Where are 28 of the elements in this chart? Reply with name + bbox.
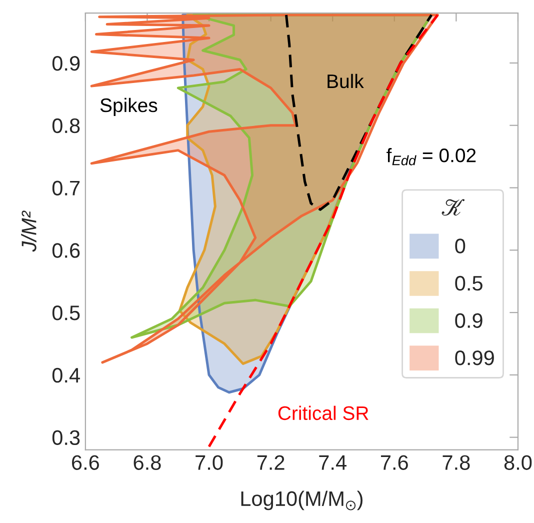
x-tick-label: 7.6 — [380, 455, 408, 470]
x-axis-title: Log10(M/M$_{⊙}$) — [241, 490, 362, 510]
line-series — [285, 14, 433, 211]
y-axis-title: J/M² — [21, 210, 36, 252]
x-tick-label: 6.8 — [134, 455, 161, 470]
legend-label: 0 — [455, 238, 466, 254]
legend-title: 𝒦 — [442, 199, 465, 216]
legend-label: 0.99 — [455, 350, 494, 366]
y-tick-label: 0.7 — [52, 180, 80, 196]
y-tick-label: 0.3 — [52, 430, 80, 446]
x-tick-label: 7.2 — [257, 455, 284, 470]
x-tick-label: 8.0 — [504, 455, 532, 470]
annotation: Critical SR — [278, 406, 368, 420]
x-tick-label: 7.0 — [196, 455, 223, 470]
annotation: Spikes — [100, 98, 158, 116]
line-series — [208, 14, 439, 448]
x-tick-label: 7.8 — [442, 455, 470, 470]
y-tick-label: 0.9 — [52, 56, 80, 71]
y-tick-label: 0.4 — [52, 368, 80, 383]
y-tick-label: 0.5 — [52, 306, 80, 320]
x-tick-label: 6.6 — [72, 455, 100, 470]
legend-label: 0.9 — [455, 313, 482, 328]
x-tick-label: 7.4 — [319, 455, 346, 470]
annotation: f$_{Edd}$ = 0.02 — [386, 148, 476, 166]
annotation: Bulk — [328, 74, 364, 88]
y-tick-label: 0.6 — [52, 243, 80, 258]
y-tick-label: 0.8 — [52, 118, 80, 134]
legend-label: 0.5 — [455, 276, 482, 291]
